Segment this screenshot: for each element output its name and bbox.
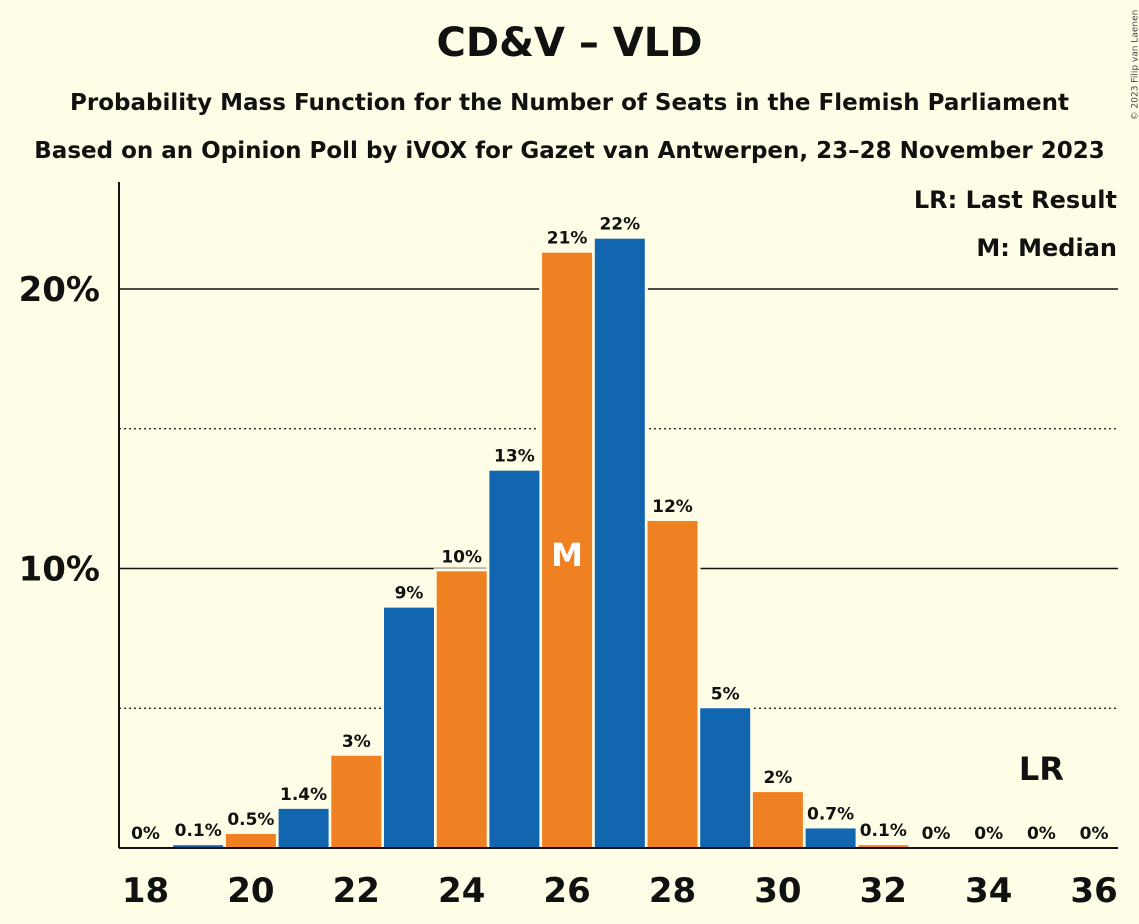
bar-seat-27 xyxy=(594,238,645,848)
bar-value-label: 2% xyxy=(763,768,792,788)
bar-seat-29 xyxy=(700,708,751,848)
x-tick-label: 34 xyxy=(965,871,1012,911)
bar-seat-23 xyxy=(384,607,434,848)
bar-seat-32 xyxy=(858,845,909,848)
bar-seat-19 xyxy=(173,845,224,848)
bar-seat-26 xyxy=(542,252,593,849)
x-tick-label: 28 xyxy=(649,871,696,911)
bar-seat-24 xyxy=(436,571,487,848)
x-tick-label: 20 xyxy=(227,871,274,911)
bar-value-label: 0% xyxy=(974,824,1003,844)
bar-value-label: 0% xyxy=(131,824,160,844)
legend-median: M: Median xyxy=(976,234,1117,262)
x-tick-label: 36 xyxy=(1070,871,1117,911)
x-tick-label: 22 xyxy=(333,871,380,911)
x-tick-label: 30 xyxy=(754,871,801,911)
bar-value-label: 12% xyxy=(652,497,693,517)
x-tick-label: 18 xyxy=(122,871,169,911)
bar-halo xyxy=(855,842,912,848)
bar-value-label: 5% xyxy=(711,684,740,704)
bar-seat-30 xyxy=(752,792,803,848)
bar-value-label: 0.5% xyxy=(227,810,274,830)
bar-halo xyxy=(170,842,227,848)
bar-seat-28 xyxy=(647,520,698,848)
bar-seat-21 xyxy=(278,808,329,848)
bar-value-label: 3% xyxy=(342,732,371,752)
bar-value-label: 9% xyxy=(395,584,424,604)
bar-seat-25 xyxy=(489,470,540,848)
x-tick-label: 32 xyxy=(860,871,907,911)
bar-value-label: 21% xyxy=(547,229,588,249)
bar-value-label: 0% xyxy=(1080,824,1109,844)
bar-value-label: 0% xyxy=(922,824,951,844)
median-marker: M xyxy=(551,536,583,574)
chart-subtitle: Probability Mass Function for the Number… xyxy=(70,90,1069,116)
y-tick-label: 20% xyxy=(19,270,100,310)
bar-seat-20 xyxy=(225,834,276,848)
x-tick-label: 26 xyxy=(543,871,590,911)
bar-value-label: 0.1% xyxy=(860,821,907,841)
bar-value-label: 0.1% xyxy=(175,821,222,841)
bar-value-label: 0.7% xyxy=(807,804,854,824)
legend-last-result: LR: Last Result xyxy=(913,186,1117,214)
bar-value-label: 1.4% xyxy=(280,785,327,805)
y-tick-label: 10% xyxy=(19,550,100,590)
bar-value-label: 22% xyxy=(599,215,640,235)
chart-source: Based on an Opinion Poll by iVOX for Gaz… xyxy=(34,138,1105,164)
x-tick-label: 24 xyxy=(438,871,485,911)
last-result-marker: LR xyxy=(1019,750,1064,788)
bar-value-label: 0% xyxy=(1027,824,1056,844)
bar-seat-22 xyxy=(331,755,382,848)
bar-seat-31 xyxy=(805,828,856,848)
chart-title: CD&V – VLD xyxy=(436,20,703,66)
bar-value-label: 13% xyxy=(494,447,535,467)
bar-value-label: 10% xyxy=(441,547,482,567)
